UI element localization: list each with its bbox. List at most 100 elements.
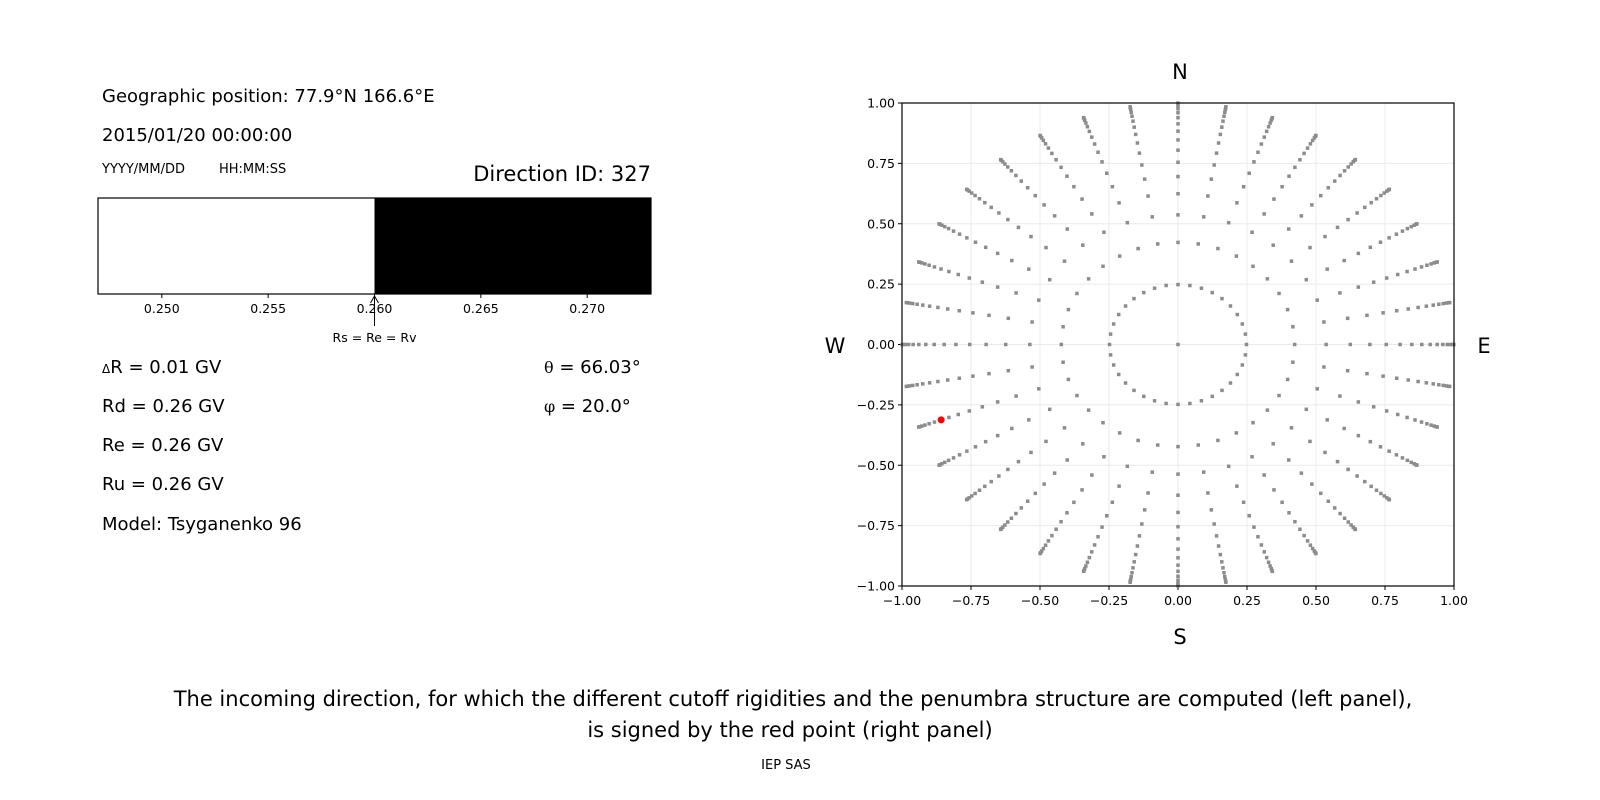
direction-point bbox=[1435, 260, 1439, 264]
direction-point bbox=[1042, 203, 1046, 207]
direction-point bbox=[945, 378, 950, 382]
direction-point bbox=[1176, 160, 1180, 165]
direction-point bbox=[1429, 423, 1433, 427]
direction-point bbox=[1222, 114, 1226, 119]
direction-point bbox=[1226, 464, 1231, 469]
direction-point bbox=[1142, 394, 1146, 399]
direction-point bbox=[1062, 426, 1067, 430]
direction-point bbox=[1221, 566, 1225, 570]
direction-point bbox=[1243, 353, 1248, 357]
direction-point bbox=[1006, 467, 1010, 472]
direction-point bbox=[1155, 242, 1160, 246]
direction-point bbox=[1054, 527, 1058, 531]
direction-point bbox=[1409, 224, 1413, 229]
direction-point bbox=[1065, 458, 1070, 462]
direction-point bbox=[1243, 332, 1248, 336]
direction-point bbox=[1325, 267, 1329, 271]
direction-point bbox=[1152, 286, 1157, 290]
direction-point bbox=[1102, 455, 1106, 459]
direction-point bbox=[1117, 201, 1121, 205]
direction-point bbox=[1065, 511, 1069, 515]
direction-point bbox=[1256, 150, 1260, 154]
direction-point bbox=[1235, 484, 1239, 488]
direction-point bbox=[911, 301, 915, 306]
compass-north: N bbox=[1172, 60, 1188, 84]
direction-point bbox=[1293, 519, 1297, 524]
y-tick-label: 0.25 bbox=[867, 277, 895, 292]
direction-point bbox=[1346, 217, 1350, 222]
direction-point bbox=[965, 449, 969, 453]
direction-point bbox=[969, 191, 974, 195]
direction-point bbox=[1293, 165, 1297, 170]
direction-point bbox=[1342, 516, 1347, 520]
direction-point bbox=[937, 222, 941, 226]
direction-point bbox=[998, 157, 1003, 162]
direction-point bbox=[1090, 212, 1094, 216]
direction-point bbox=[1003, 342, 1008, 347]
direction-point bbox=[1176, 524, 1180, 529]
direction-point bbox=[1146, 194, 1150, 198]
direction-point bbox=[1030, 320, 1034, 324]
direction-point bbox=[937, 463, 941, 467]
direction-point bbox=[1448, 342, 1453, 347]
direction-point bbox=[1338, 394, 1342, 398]
direction-point bbox=[1059, 165, 1063, 170]
direction-point bbox=[1092, 142, 1097, 146]
direction-point bbox=[1369, 200, 1373, 205]
direction-point bbox=[1298, 158, 1302, 162]
y-tick-label: 0.00 bbox=[867, 337, 895, 352]
direction-point bbox=[1216, 438, 1220, 443]
direction-point bbox=[1146, 491, 1150, 495]
direction-point bbox=[1059, 342, 1064, 347]
direction-point bbox=[1369, 484, 1373, 489]
direction-point bbox=[1287, 174, 1291, 178]
direction-point bbox=[1431, 382, 1435, 386]
direction-point bbox=[1252, 160, 1256, 164]
scatter-frame bbox=[901, 102, 1455, 587]
direction-point bbox=[1043, 543, 1048, 547]
direction-point bbox=[1210, 290, 1214, 295]
direction-point bbox=[1083, 118, 1087, 123]
direction-point bbox=[1270, 569, 1275, 574]
direction-point bbox=[1136, 246, 1140, 251]
direction-point bbox=[1206, 194, 1210, 198]
direction-point bbox=[1218, 132, 1223, 137]
theta-number: = 66.03° bbox=[554, 357, 641, 378]
direction-point bbox=[1289, 426, 1294, 430]
direction-point bbox=[1280, 500, 1284, 505]
direction-point bbox=[1027, 418, 1031, 422]
direction-point bbox=[1009, 169, 1014, 173]
direction-point bbox=[1212, 163, 1216, 167]
direction-point bbox=[1447, 300, 1452, 305]
direction-point bbox=[1176, 240, 1180, 245]
direction-point bbox=[1266, 124, 1271, 129]
direction-point bbox=[1428, 342, 1432, 347]
direction-point bbox=[1137, 534, 1142, 538]
direction-point bbox=[1310, 482, 1314, 486]
direction-point bbox=[1037, 387, 1041, 391]
direction-point bbox=[951, 456, 956, 460]
selected-direction-point bbox=[937, 416, 945, 424]
direction-point bbox=[1075, 291, 1079, 296]
direction-point bbox=[1220, 560, 1224, 564]
direction-point bbox=[1117, 484, 1121, 488]
direction-point bbox=[957, 232, 962, 236]
direction-point bbox=[1176, 444, 1180, 449]
direction-point bbox=[1136, 438, 1140, 443]
direction-point bbox=[940, 223, 944, 227]
direction-point bbox=[942, 342, 946, 347]
direction-point bbox=[1285, 307, 1290, 312]
direction-point bbox=[1305, 539, 1310, 543]
direction-point bbox=[1384, 409, 1389, 413]
y-tick-label: 1.00 bbox=[867, 96, 895, 111]
direction-point bbox=[1176, 104, 1180, 108]
penumbra-segment bbox=[374, 198, 651, 294]
direction-point bbox=[989, 205, 993, 210]
direction-point bbox=[1382, 494, 1387, 498]
direction-point bbox=[983, 245, 988, 250]
direction-point bbox=[1176, 472, 1180, 476]
direction-point bbox=[998, 527, 1003, 532]
direction-point bbox=[920, 424, 924, 428]
direction-point bbox=[1150, 215, 1155, 219]
y-tick-label: −1.00 bbox=[857, 579, 895, 594]
